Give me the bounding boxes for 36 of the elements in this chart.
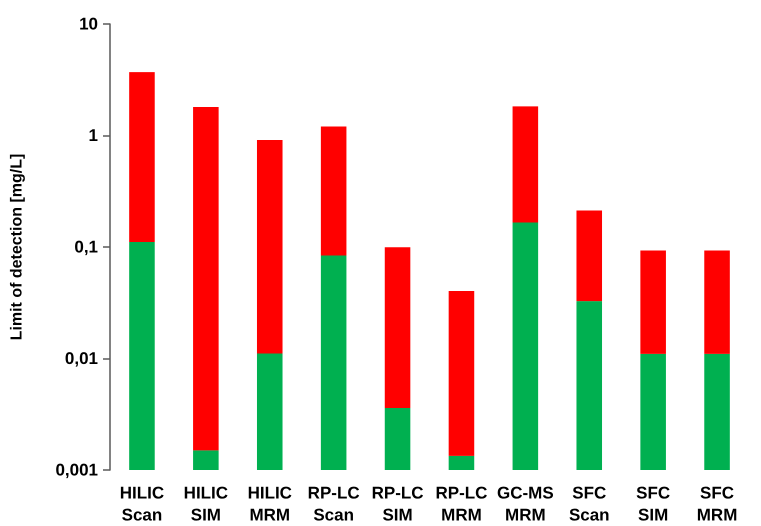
bar (512, 106, 538, 222)
bar (320, 126, 346, 256)
x-tick-label: HILIC Scan (120, 484, 164, 524)
y-tick-label: 0,1 (74, 238, 98, 256)
bar (193, 106, 219, 450)
x-tick-label: HILIC MRM (248, 484, 292, 524)
bar (256, 140, 283, 354)
bar (512, 222, 538, 470)
bar (576, 210, 602, 302)
bar (704, 354, 730, 470)
x-tick-label: GC-MS MRM (497, 484, 554, 524)
bar (256, 353, 283, 470)
bar (129, 242, 155, 470)
bar (640, 250, 666, 354)
x-tick-label: SFC MRM (696, 484, 738, 524)
y-tick-label: 0,001 (55, 460, 98, 480)
bar (193, 450, 219, 470)
bar (704, 250, 730, 354)
y-axis-title: Limit of detection [mg/L] (8, 154, 26, 340)
bar (320, 255, 346, 470)
bar (640, 354, 666, 470)
bar (576, 301, 602, 470)
x-tick-label: RP-LC Scan (308, 484, 360, 524)
x-tick-label: HILIC SIM (184, 484, 228, 524)
bar (384, 247, 410, 408)
bar (384, 408, 410, 470)
bar (448, 290, 474, 456)
y-tick-label: 10 (79, 14, 98, 34)
x-tick-label: RP-LC MRM (435, 484, 488, 524)
y-tick-label: 1 (88, 126, 98, 145)
x-tick-label: SFC Scan (568, 484, 610, 524)
y-tick-label: 0,01 (64, 349, 98, 368)
x-tick-label: RP-LC SIM (372, 484, 424, 524)
x-tick-label: SFC SIM (636, 484, 670, 524)
bar (448, 456, 474, 470)
bar (129, 72, 155, 242)
